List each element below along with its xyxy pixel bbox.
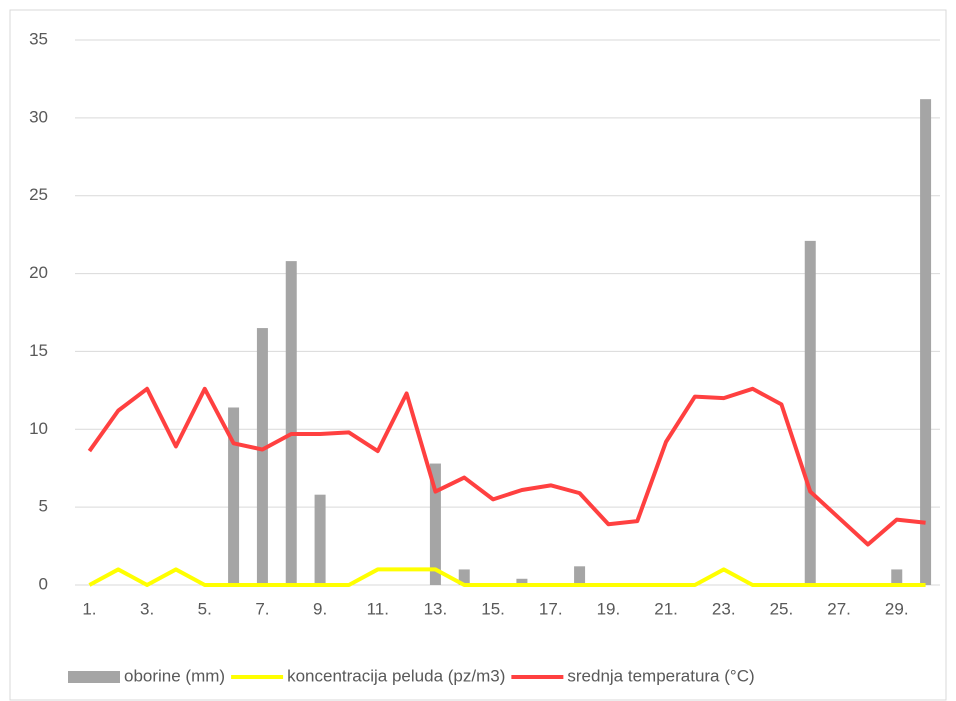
line-series bbox=[87, 386, 926, 547]
bar bbox=[314, 494, 326, 585]
bar bbox=[429, 463, 441, 585]
x-tick-label: 7. bbox=[255, 599, 269, 618]
line-series bbox=[88, 567, 926, 587]
bar bbox=[458, 569, 470, 585]
x-tick-label: 27. bbox=[827, 599, 851, 618]
x-tick-label: 21. bbox=[654, 599, 678, 618]
legend-swatch bbox=[68, 671, 120, 683]
x-tick-label: 13. bbox=[424, 599, 448, 618]
bar bbox=[256, 328, 268, 585]
x-tick-label: 29. bbox=[885, 599, 909, 618]
bar bbox=[285, 261, 297, 585]
legend-label: koncentracija peluda (pz/m3) bbox=[287, 666, 505, 685]
x-tick-label: 25. bbox=[770, 599, 794, 618]
x-tick-label: 1. bbox=[82, 599, 96, 618]
x-tick-label: 9. bbox=[313, 599, 327, 618]
legend-label: srednja temperatura (°C) bbox=[567, 666, 754, 685]
legend-label: oborine (mm) bbox=[124, 666, 225, 685]
bar bbox=[891, 569, 903, 585]
x-tick-label: 11. bbox=[367, 599, 389, 618]
bar bbox=[228, 407, 240, 585]
x-tick-label: 17. bbox=[539, 599, 563, 618]
y-tick-label: 35 bbox=[29, 29, 48, 48]
y-tick-label: 0 bbox=[39, 574, 48, 593]
y-tick-label: 30 bbox=[29, 107, 48, 126]
x-tick-label: 23. bbox=[712, 599, 736, 618]
x-tick-label: 15. bbox=[481, 599, 505, 618]
y-tick-label: 25 bbox=[29, 185, 48, 204]
bar bbox=[574, 566, 586, 585]
bar bbox=[804, 240, 816, 585]
x-tick-label: 3. bbox=[140, 599, 154, 618]
x-tick-label: 5. bbox=[198, 599, 212, 618]
x-tick-label: 19. bbox=[597, 599, 621, 618]
bar bbox=[516, 578, 528, 585]
bar bbox=[920, 99, 932, 586]
y-tick-label: 10 bbox=[29, 419, 48, 438]
y-tick-label: 5 bbox=[39, 497, 48, 516]
y-tick-label: 15 bbox=[29, 341, 48, 360]
y-tick-label: 20 bbox=[29, 263, 48, 282]
